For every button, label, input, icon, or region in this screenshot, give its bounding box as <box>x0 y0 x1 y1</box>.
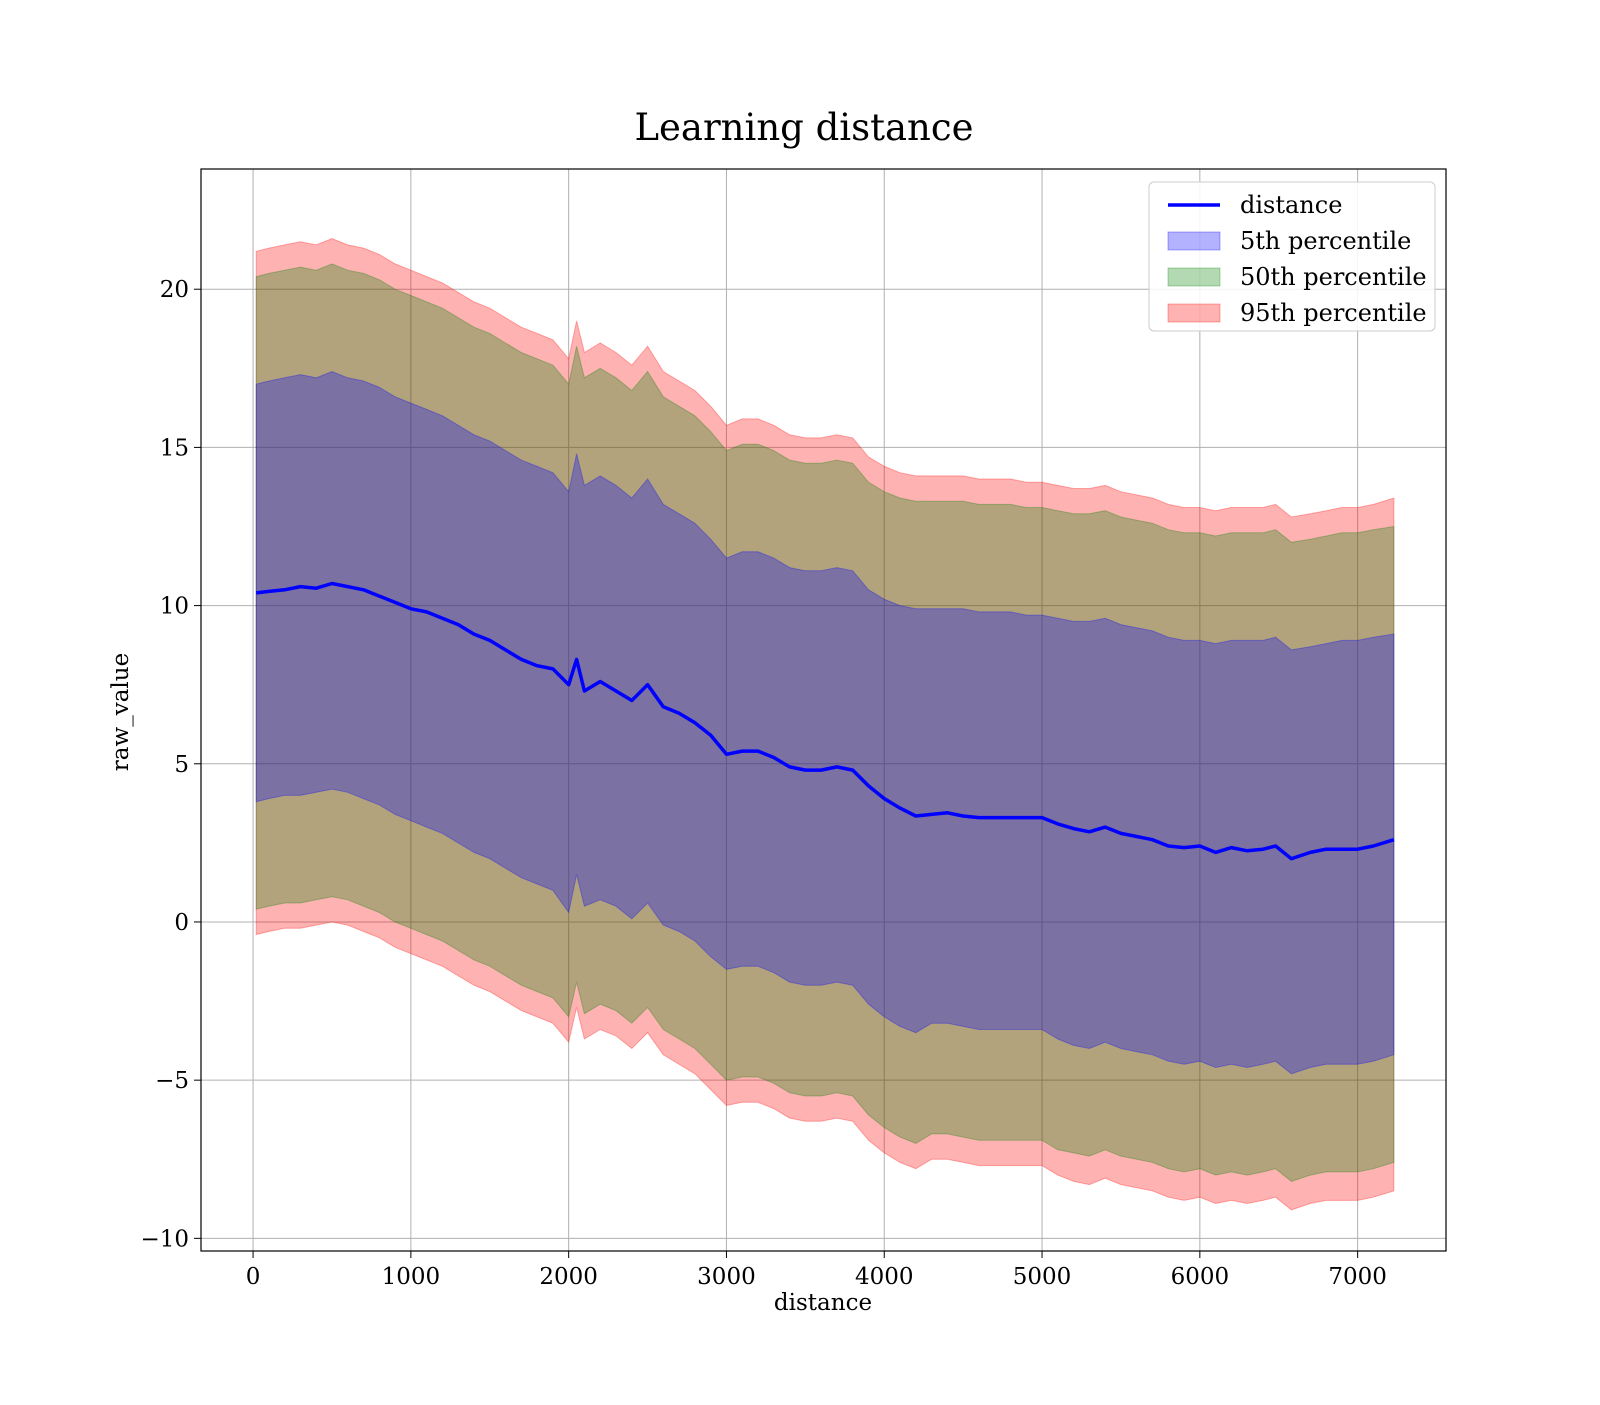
line-layer <box>255 581 1395 861</box>
tick-layer: 0 1000 2000 3000 4000 5000 6000 7000 −10 −5 0 5 10 15… <box>140 277 1386 1290</box>
x-tick-label: 4000 <box>855 1264 914 1290</box>
95th-percentile-band <box>255 238 1395 1211</box>
legend-50th-percentile-label: 50th percentile <box>1240 263 1427 291</box>
5th-percentile-band <box>255 370 1395 1075</box>
x-tick-label: 7000 <box>1328 1264 1387 1290</box>
distance-line <box>255 581 1395 861</box>
legend-box <box>1148 181 1436 332</box>
chart-title: Learning distance <box>634 106 973 149</box>
x-tick-label: 6000 <box>1171 1264 1230 1290</box>
legend-50th-percentile-swatch <box>1167 267 1221 287</box>
y-tick-label: 20 <box>160 277 189 303</box>
band-layer <box>255 238 1395 1211</box>
legend-5th-percentile-label: 5th percentile <box>1240 227 1411 255</box>
y-tick-label: 15 <box>160 435 189 461</box>
x-axis-label: distance <box>774 1290 872 1316</box>
y-tick-label: 10 <box>160 594 189 620</box>
legend-5th-percentile-swatch <box>1167 231 1221 251</box>
legend-95th-percentile-swatch <box>1167 303 1221 323</box>
y-tick-label: 0 <box>174 910 189 936</box>
x-tick-label: 1000 <box>382 1264 441 1290</box>
x-tick-label: 5000 <box>1013 1264 1072 1290</box>
x-tick-label: 0 <box>246 1264 261 1290</box>
grid-layer <box>201 169 1446 1251</box>
legend: distance 5th percentile 50th percentile 95t… <box>1148 181 1436 332</box>
plot-frame <box>200 168 1447 1252</box>
legend-distance-label: distance <box>1240 191 1342 219</box>
x-tick-label: 2000 <box>539 1264 598 1290</box>
50th-percentile-band <box>255 263 1395 1182</box>
y-tick-label: 5 <box>174 752 189 778</box>
y-axis-label: raw_value <box>108 653 134 771</box>
legend-95th-percentile-label: 95th percentile <box>1240 299 1427 327</box>
y-tick-label: −10 <box>140 1226 189 1252</box>
x-tick-label: 3000 <box>697 1264 756 1290</box>
y-tick-label: −5 <box>155 1068 189 1094</box>
